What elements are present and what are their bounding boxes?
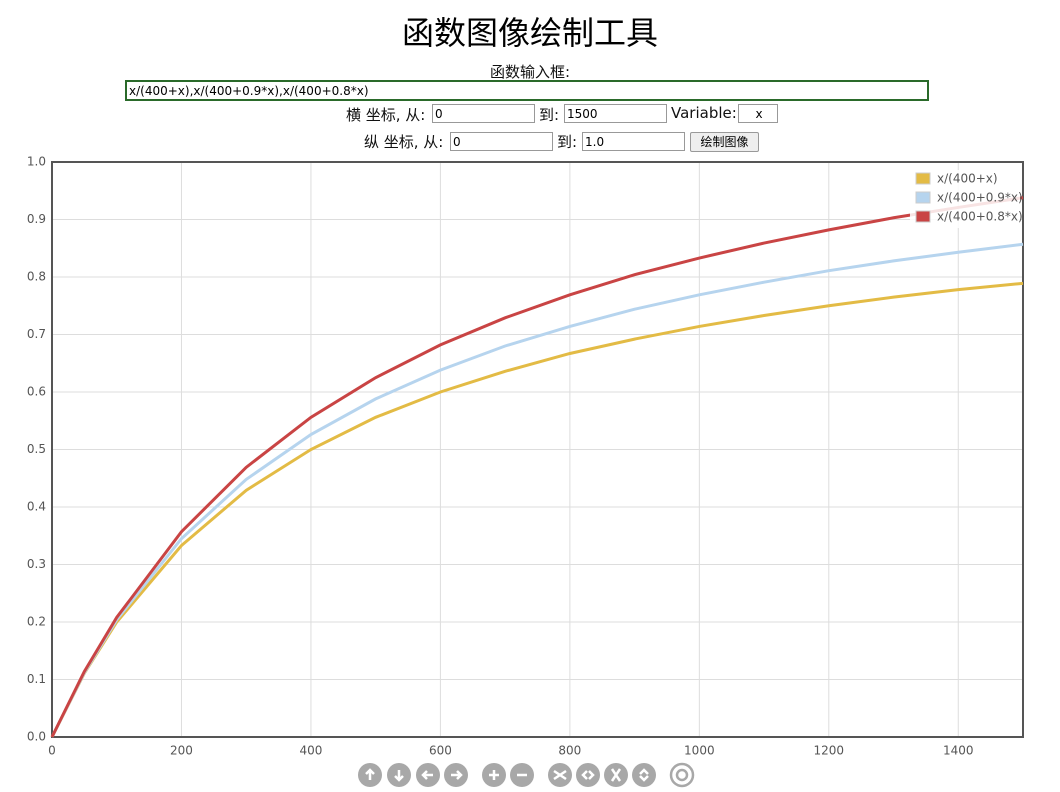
legend-label: x/(400+x) (937, 172, 998, 186)
nav-icon (489, 770, 499, 780)
x-tick-label: 200 (170, 744, 193, 758)
nav-icon (365, 768, 375, 780)
draw-button[interactable]: 绘制图像 (690, 132, 759, 152)
legend-label: x/(400+0.9*x) (937, 191, 1023, 205)
nav-icon (639, 768, 649, 782)
y-tick-label: 0.6 (27, 385, 46, 399)
y-to-input[interactable]: 1.0 (582, 132, 685, 151)
variable-label: Variable: (671, 104, 737, 122)
x-from-label: 横 坐标, 从: (346, 106, 426, 124)
y-tick-label: 0.4 (27, 500, 46, 514)
series-line (50, 196, 1024, 738)
y-tick-label: 1.0 (27, 155, 46, 169)
x-tick-label: 1200 (814, 744, 845, 758)
title: 函数图像绘制工具 (401, 14, 658, 52)
y-from-input[interactable]: 0 (450, 132, 553, 151)
nav-icon (451, 770, 463, 780)
x-to-label: 到: (539, 106, 560, 124)
variable-input[interactable]: x (738, 104, 778, 123)
x-tick-label: 600 (429, 744, 452, 758)
y-tick-label: 0.3 (27, 557, 46, 571)
series-line (50, 242, 1024, 738)
legend-label: x/(400+0.8*x) (937, 210, 1023, 224)
legend-swatch (915, 210, 931, 223)
nav-icon (581, 770, 595, 780)
x-from-input[interactable]: 0 (432, 104, 535, 123)
y-tick-label: 0.5 (27, 442, 46, 456)
y-tick-label: 0.2 (27, 615, 46, 629)
x-to-input[interactable]: 1500 (564, 104, 667, 123)
nav-button[interactable] (632, 763, 656, 787)
reset-icon (675, 768, 689, 782)
nav-icon (553, 769, 567, 781)
x-tick-label: 1000 (684, 744, 715, 758)
x-tick-label: 1400 (943, 744, 974, 758)
function-input[interactable]: x/(400+x),x/(400+0.9*x),x/(400+0.8*x) (125, 80, 929, 101)
nav-button[interactable] (576, 763, 600, 787)
legend-swatch (915, 191, 931, 204)
y-tick-label: 0.7 (27, 327, 46, 341)
reset-button[interactable] (669, 762, 695, 788)
y-to-label: 到: (557, 133, 578, 151)
x-tick-label: 800 (558, 744, 581, 758)
input-label: 函数输入框: (489, 63, 571, 81)
legend-swatch (915, 172, 931, 185)
plot-frame (51, 161, 1024, 738)
y-from-label: 纵 坐标, 从: (364, 133, 444, 151)
y-tick-label: 0.1 (27, 672, 46, 686)
x-tick-label: 400 (299, 744, 322, 758)
y-tick-label: 0.8 (27, 270, 46, 284)
nav-icon (421, 770, 433, 780)
series-line (50, 281, 1024, 738)
nav-icon (610, 768, 622, 782)
x-tick-label: 0 (48, 744, 56, 758)
y-tick-label: 0.9 (27, 212, 46, 226)
y-tick-label: 0.0 (27, 730, 46, 744)
nav-icon (394, 770, 404, 782)
